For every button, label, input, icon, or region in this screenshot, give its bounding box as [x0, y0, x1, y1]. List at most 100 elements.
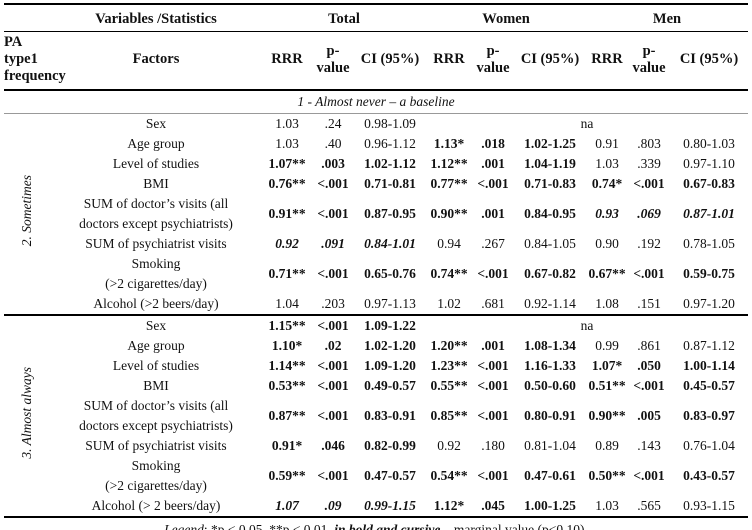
total-p-cell: .091 — [321, 236, 345, 251]
women-rrr-cell: 1.12** — [430, 156, 468, 171]
total-ci-cell: 1.02-1.12 — [364, 156, 416, 171]
total-ci-cell: 0.47-0.57 — [364, 468, 416, 483]
table-header: Variables /Statistics Total Women Men PA… — [4, 4, 749, 91]
total-rrr-cell: 0.92 — [275, 236, 299, 251]
total-ci-cell: 1.09-1.22 — [354, 314, 427, 336]
total-p-cell: .40 — [324, 136, 342, 151]
women-p-cell: .001 — [481, 338, 505, 353]
men-ci-cell: 0.87-1.12 — [683, 338, 735, 353]
women-rrr-cell: 0.77** — [430, 176, 468, 191]
factor-cell: Sex — [50, 314, 262, 336]
total-p-cell: <.001 — [317, 176, 349, 191]
total-p-cell: .003 — [321, 156, 345, 171]
factor-cell: SUM of doctor’s visits (all doctors exce… — [79, 196, 233, 231]
total-rrr-cell: 0.91* — [271, 438, 303, 453]
women-rrr-cell: 0.74** — [430, 266, 468, 281]
total-rrr-cell: 0.76** — [268, 176, 306, 191]
table-row: SUM of doctor’s visits (all doctors exce… — [4, 194, 748, 234]
women-p-cell: <.001 — [477, 176, 509, 191]
table-row: 2. Sometimes Sex 1.03 .24 0.98-1.09 na — [4, 114, 748, 247]
men-rrr-cell: 0.89 — [595, 438, 619, 453]
factor-cell: Alcohol (> 2 beers/day) — [91, 498, 221, 513]
legend-text-2: – marginal value (p<0.10). — [440, 522, 588, 530]
total-rrr-cell: 0.91** — [268, 206, 306, 221]
factor-cell: Age group — [127, 338, 185, 353]
total-rrr-cell: 1.04 — [275, 296, 299, 311]
women-p-cell: <.001 — [477, 358, 509, 373]
table-row: SUM of psychiatrist visits 0.91* .046 0.82-… — [4, 436, 748, 456]
factor-cell: Smoking (>2 cigarettes/day) — [105, 458, 207, 493]
total-p-cell: <.001 — [317, 468, 349, 483]
men-p-cell: .050 — [637, 358, 661, 373]
total-rrr-cell: 0.71** — [268, 266, 306, 281]
women-ci-cell: 0.84-1.05 — [524, 236, 576, 251]
women-ci-cell: 0.80-0.91 — [524, 408, 576, 423]
header-pa-type1-frequency: PA type1 frequency — [4, 31, 66, 91]
men-ci-cell: 0.76-1.04 — [683, 438, 735, 453]
women-rrr-cell: 0.55** — [430, 378, 468, 393]
women-p-cell: <.001 — [477, 408, 509, 423]
table-row: Age group 1.03 .40 0.96-1.12 1.13* .018 1.02-1… — [4, 134, 748, 154]
table-body: 2. Sometimes Sex 1.03.24 0.98-1.09 na Age gro… — [4, 114, 749, 517]
men-ci-cell: 0.80-1.03 — [683, 136, 735, 151]
header-factors: Factors — [50, 31, 262, 91]
women-ci-cell: 0.71-0.83 — [524, 176, 576, 191]
header-women-ci: CI (95%) — [514, 31, 587, 91]
women-ci-cell: 1.02-1.25 — [524, 136, 576, 151]
total-rrr-cell: 0.53** — [268, 378, 306, 393]
men-ci-cell: 0.83-0.97 — [683, 408, 735, 423]
header-men-rrr: RRR — [586, 31, 629, 91]
men-p-cell: .861 — [637, 338, 661, 353]
table-row: BMI 0.53** <.001 0.49-0.57 0.55** <.001 0.50-0… — [4, 376, 748, 396]
total-ci-cell: 0.99-1.15 — [364, 498, 416, 513]
men-rrr-cell: 0.93 — [595, 206, 619, 221]
group-label-text: 2. Sometimes — [19, 175, 34, 247]
women-p-cell: .001 — [481, 156, 505, 171]
total-p-cell: .09 — [324, 498, 342, 513]
baseline-section: 1 - Almost never – a baseline — [4, 90, 749, 114]
total-rrr-cell: 1.10* — [271, 338, 303, 353]
women-ci-cell: 1.08-1.34 — [524, 338, 576, 353]
men-rrr-cell: 0.51** — [588, 378, 626, 393]
header-men-pvalue: p-value — [628, 31, 671, 91]
men-p-cell: .005 — [637, 408, 661, 423]
total-p-cell: <.001 — [317, 358, 349, 373]
total-rrr-cell: 1.07** — [268, 156, 306, 171]
legend-text-1: : *p < 0.05, **p < 0.01, — [203, 522, 335, 530]
men-rrr-cell: 0.74* — [591, 176, 623, 191]
total-ci-cell: 1.02-1.20 — [364, 338, 416, 353]
table-row: Alcohol (>2 beers/day) 1.04 .203 0.97-1.13 1… — [4, 294, 748, 315]
men-p-cell: .192 — [637, 236, 661, 251]
women-rrr-cell: 1.20** — [430, 338, 468, 353]
men-p-cell: .803 — [637, 136, 661, 151]
header-women-rrr: RRR — [426, 31, 473, 91]
women-ci-cell: 0.84-0.95 — [524, 206, 576, 221]
men-ci-cell: 0.97-1.10 — [683, 156, 735, 171]
factor-cell: SUM of psychiatrist visits — [85, 438, 227, 453]
total-ci-cell: 0.96-1.12 — [364, 136, 416, 151]
women-rrr-cell: 0.85** — [430, 408, 468, 423]
table-row: 3. Almost always Sex 1.15** <.001 1.09-1.22 n… — [4, 314, 749, 517]
factor-cell: Alcohol (>2 beers/day) — [93, 296, 219, 311]
men-p-cell: .339 — [637, 156, 661, 171]
total-rrr-cell: 1.15** — [262, 314, 312, 336]
men-p-cell: <.001 — [633, 266, 665, 281]
women-rrr-cell: 0.90** — [430, 206, 468, 221]
women-p-cell: .681 — [481, 296, 505, 311]
header-men-ci: CI (95%) — [670, 31, 749, 91]
women-ci-cell: 0.50-0.60 — [524, 378, 576, 393]
women-rrr-cell: 0.92 — [437, 438, 461, 453]
table-row: Smoking (>2 cigarettes/day) 0.71** <.001 0.… — [4, 254, 748, 294]
table-legend: Legend: *p < 0.05, **p < 0.01, in bold a… — [4, 518, 748, 530]
men-p-cell: .565 — [637, 498, 661, 513]
table-row: SUM of doctor’s visits (all doctors exce… — [4, 396, 748, 436]
men-p-cell: <.001 — [633, 378, 665, 393]
na-cell: na — [580, 116, 594, 131]
table-row: Level of studies 1.07** .003 1.02-1.12 1.12*… — [4, 154, 748, 174]
women-ci-cell: 1.00-1.25 — [524, 498, 576, 513]
men-ci-cell: 0.97-1.20 — [683, 296, 735, 311]
legend-label: Legend — [164, 522, 204, 530]
total-ci-cell: 0.84-1.01 — [364, 236, 416, 251]
women-p-cell: .045 — [481, 498, 505, 513]
total-p-cell: <.001 — [317, 266, 349, 281]
